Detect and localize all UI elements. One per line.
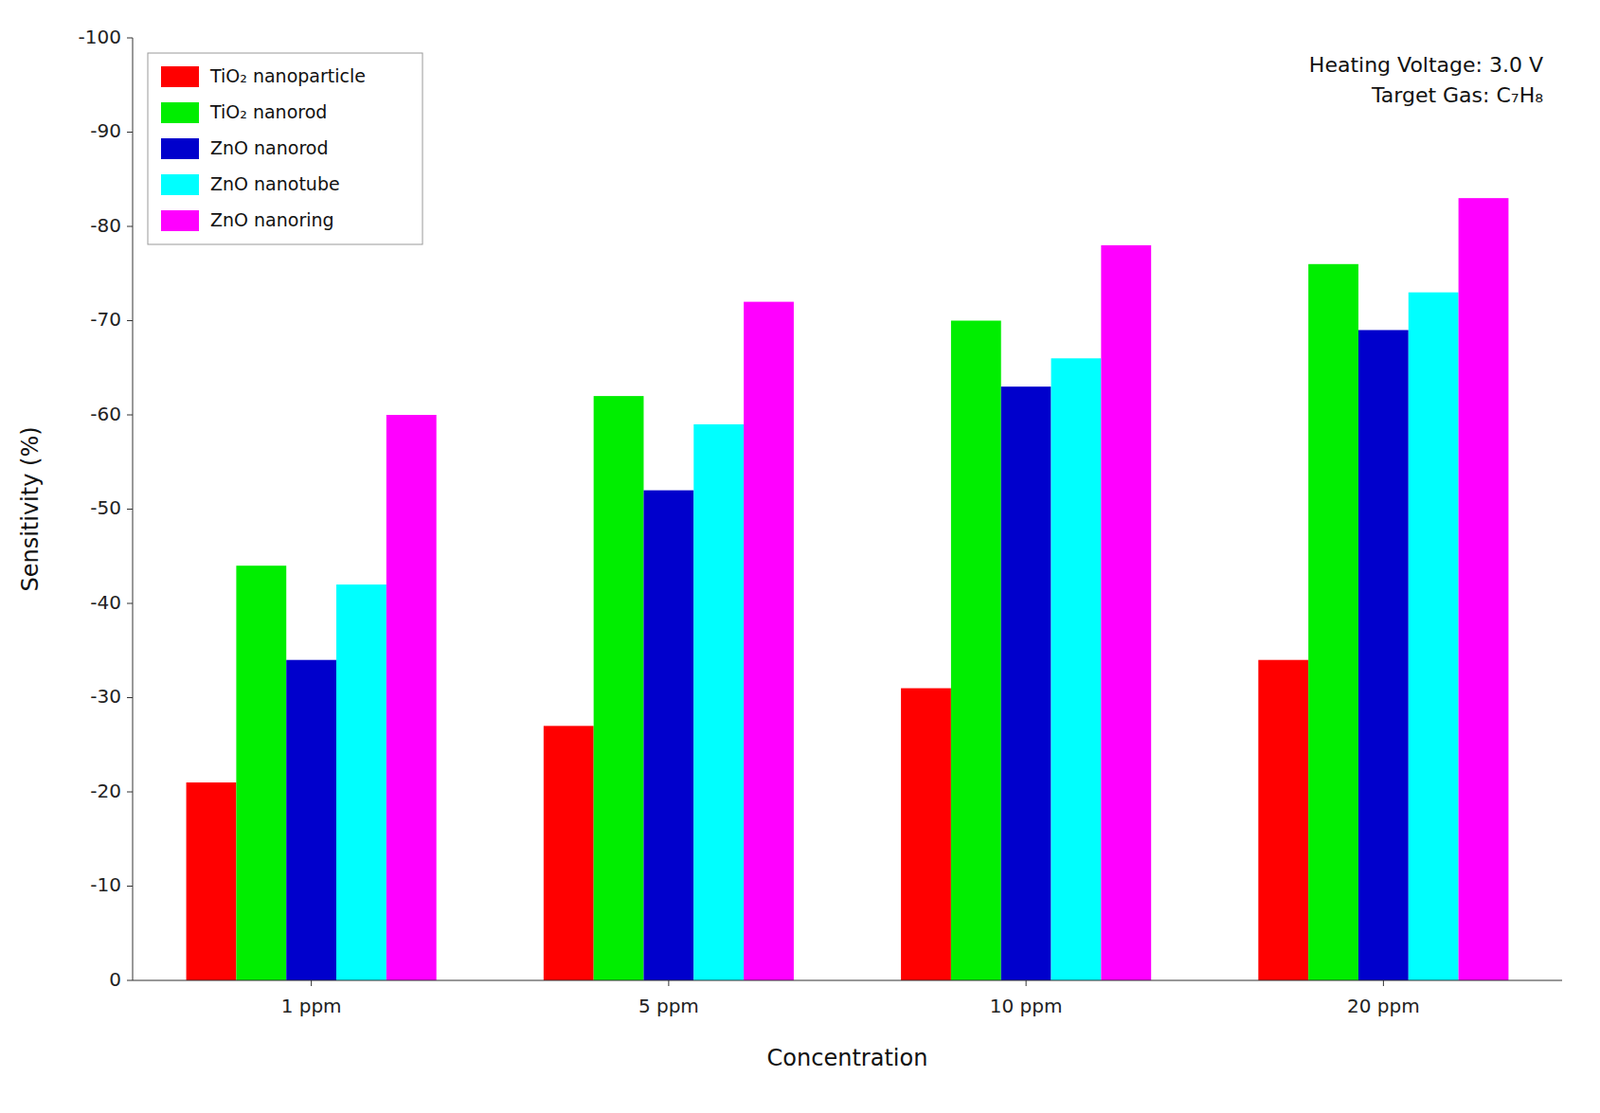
- chart: 0 -10 -20 -30 -40 -50 -60 -70 -80 -90 -100 1 ppm 5 p…: [0, 0, 1600, 1113]
- x-tick-label: 20 ppm: [1347, 994, 1421, 1018]
- bar: [593, 395, 645, 981]
- bar: [1258, 660, 1309, 981]
- bar: [386, 414, 437, 981]
- x-tick-label: 5 ppm: [638, 994, 700, 1018]
- y-tick: [126, 131, 133, 133]
- y-tick: [126, 791, 133, 793]
- y-tick: [126, 508, 133, 510]
- bar: [1051, 358, 1102, 981]
- x-axis-line: [132, 980, 1563, 982]
- legend-swatch: [161, 138, 199, 160]
- x-tick-label: 10 ppm: [989, 994, 1063, 1018]
- y-tick: [126, 320, 133, 322]
- legend-swatch: [161, 66, 199, 88]
- legend-swatch: [161, 174, 199, 196]
- x-tick-label: 1 ppm: [281, 994, 342, 1018]
- bar: [286, 660, 337, 981]
- legend-label: ZnO nanorod: [210, 137, 328, 159]
- bar: [743, 302, 794, 981]
- y-tick-label: -70: [89, 307, 122, 331]
- y-tick: [126, 226, 133, 228]
- bar: [186, 782, 237, 981]
- bar: [693, 424, 744, 981]
- annotation: Heating Voltage: 3.0 V: [1309, 53, 1544, 77]
- bar: [643, 490, 694, 981]
- y-tick-label: -100: [78, 25, 122, 49]
- y-tick-label: -90: [89, 119, 122, 143]
- x-tick: [1383, 980, 1385, 987]
- x-axis-label: Concentration: [767, 1044, 929, 1072]
- bar: [1408, 292, 1459, 981]
- y-tick: [126, 603, 133, 605]
- legend-swatch: [161, 102, 199, 124]
- x-tick: [310, 980, 312, 987]
- bar: [336, 584, 387, 981]
- y-tick-label: -30: [89, 684, 122, 708]
- bar: [1001, 386, 1052, 981]
- y-tick: [126, 37, 133, 39]
- bar: [1308, 264, 1359, 981]
- bar: [900, 688, 952, 981]
- x-tick: [667, 980, 669, 987]
- y-tick-label: 0: [108, 968, 122, 991]
- y-tick: [126, 885, 133, 887]
- legend: TiO₂ nanoparticle TiO₂ nanorod ZnO nanorod…: [147, 53, 423, 245]
- y-tick-label: -60: [89, 402, 122, 426]
- legend-swatch: [161, 210, 199, 232]
- bar: [951, 321, 1002, 982]
- bar: [1358, 329, 1409, 981]
- y-tick-label: -10: [89, 873, 122, 897]
- bar: [1458, 197, 1510, 981]
- y-tick: [126, 980, 133, 982]
- y-tick-label: -40: [89, 591, 122, 614]
- x-tick: [1025, 980, 1027, 987]
- legend-label: TiO₂ nanorod: [209, 101, 327, 123]
- bar: [543, 725, 594, 981]
- y-tick: [126, 414, 133, 416]
- bar: [1100, 245, 1151, 981]
- axes: 0 -10 -20 -30 -40 -50 -60 -70 -80 -90 -100 1 ppm 5 p…: [78, 25, 1563, 1019]
- y-axis-label: Sensitivity (%): [17, 426, 44, 592]
- y-tick-label: -80: [89, 214, 122, 237]
- bars: [186, 197, 1510, 981]
- legend-label: TiO₂ nanoparticle: [209, 65, 366, 87]
- bar: [235, 565, 287, 981]
- y-tick-label: -20: [89, 779, 122, 803]
- legend-label: ZnO nanoring: [210, 209, 335, 231]
- y-tick-label: -50: [89, 496, 122, 520]
- y-tick: [126, 697, 133, 699]
- legend-label: ZnO nanotube: [210, 173, 341, 195]
- legend-box: [147, 53, 423, 245]
- annotation: Target Gas: C₇H₈: [1370, 83, 1544, 108]
